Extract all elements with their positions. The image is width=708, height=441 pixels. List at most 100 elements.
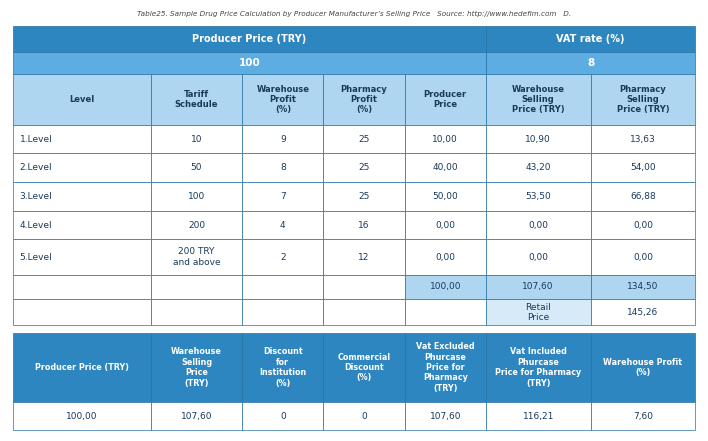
Text: 0,00: 0,00 (435, 220, 455, 230)
Bar (13, 52, 486, 74)
Bar (486, 26, 695, 52)
Bar (486, 153, 590, 182)
Text: 10: 10 (190, 135, 202, 144)
Bar (151, 74, 242, 125)
Bar (13, 211, 151, 239)
Text: 8: 8 (280, 163, 286, 172)
Text: 0,00: 0,00 (435, 253, 455, 262)
Bar (486, 74, 590, 125)
Bar (13, 125, 151, 153)
Text: 0,00: 0,00 (528, 253, 548, 262)
Bar (324, 182, 404, 211)
Text: 1.Level: 1.Level (20, 135, 52, 144)
Bar (404, 299, 486, 325)
Text: 25: 25 (358, 192, 370, 201)
Text: 3.Level: 3.Level (20, 192, 52, 201)
Text: Producer Price (TRY): Producer Price (TRY) (192, 34, 307, 44)
Text: 0: 0 (280, 411, 286, 421)
Text: 12: 12 (358, 253, 370, 262)
Bar (13, 182, 151, 211)
Bar (242, 239, 324, 275)
Text: Retail
Price: Retail Price (525, 303, 551, 322)
Text: 0,00: 0,00 (633, 253, 653, 262)
Text: 2.Level: 2.Level (20, 163, 52, 172)
Text: 10,90: 10,90 (525, 135, 551, 144)
Bar (151, 125, 242, 153)
Text: Commercial
Discount
(%): Commercial Discount (%) (338, 353, 391, 382)
Text: 100,00: 100,00 (66, 411, 98, 421)
Text: VAT rate (%): VAT rate (%) (556, 34, 624, 44)
Bar (590, 333, 695, 402)
Text: 107,60: 107,60 (181, 411, 212, 421)
Text: Tariff
Schedule: Tariff Schedule (175, 90, 218, 109)
Bar (13, 153, 151, 182)
Text: 25: 25 (358, 163, 370, 172)
Text: Vat Excluded
Phurcase
Price for
Pharmacy
(TRY): Vat Excluded Phurcase Price for Pharmacy… (416, 342, 474, 393)
Bar (486, 211, 590, 239)
Bar (324, 239, 404, 275)
Text: 107,60: 107,60 (523, 282, 554, 292)
Bar (590, 125, 695, 153)
Text: 43,20: 43,20 (525, 163, 551, 172)
Bar (242, 74, 324, 125)
Text: 134,50: 134,50 (627, 282, 658, 292)
Bar (404, 125, 486, 153)
Text: Level: Level (69, 95, 94, 104)
Bar (13, 239, 151, 275)
Bar (13, 333, 151, 402)
Bar (486, 333, 590, 402)
Bar (404, 239, 486, 275)
Text: 100,00: 100,00 (430, 282, 461, 292)
Bar (242, 275, 324, 299)
Text: 54,00: 54,00 (630, 163, 656, 172)
Bar (590, 153, 695, 182)
Bar (486, 52, 695, 74)
Bar (590, 74, 695, 125)
Bar (404, 402, 486, 430)
Bar (151, 333, 242, 402)
Bar (324, 402, 404, 430)
Bar (486, 299, 590, 325)
Text: 10,00: 10,00 (433, 135, 458, 144)
Text: Table25. Sample Drug Price Calculation by Producer Manufacturer’s Selling Price : Table25. Sample Drug Price Calculation b… (137, 11, 571, 17)
Text: Vat Included
Phurcase
Price for Pharmacy
(TRY): Vat Included Phurcase Price for Pharmacy… (495, 348, 581, 388)
Bar (486, 125, 590, 153)
Bar (13, 275, 151, 299)
Text: 200: 200 (188, 220, 205, 230)
Text: 9: 9 (280, 135, 286, 144)
Bar (242, 333, 324, 402)
Text: Pharmacy
Selling
Price (TRY): Pharmacy Selling Price (TRY) (617, 85, 669, 114)
Text: 116,21: 116,21 (523, 411, 554, 421)
Text: 8: 8 (587, 58, 594, 68)
Bar (13, 299, 151, 325)
Bar (404, 74, 486, 125)
Text: 200 TRY
and above: 200 TRY and above (173, 247, 220, 267)
Text: 107,60: 107,60 (430, 411, 461, 421)
Bar (151, 402, 242, 430)
Bar (151, 182, 242, 211)
Text: 4.Level: 4.Level (20, 220, 52, 230)
Bar (486, 275, 590, 299)
Bar (242, 402, 324, 430)
Bar (404, 333, 486, 402)
Bar (324, 299, 404, 325)
Bar (324, 153, 404, 182)
Bar (151, 239, 242, 275)
Bar (13, 74, 151, 125)
Text: 5.Level: 5.Level (20, 253, 52, 262)
Text: 66,88: 66,88 (630, 192, 656, 201)
Text: 0: 0 (361, 411, 367, 421)
Bar (242, 153, 324, 182)
Text: Producer
Price: Producer Price (423, 90, 467, 109)
Bar (590, 239, 695, 275)
Bar (13, 402, 151, 430)
Text: 7: 7 (280, 192, 286, 201)
Text: 53,50: 53,50 (525, 192, 551, 201)
Text: Warehouse Profit
(%): Warehouse Profit (%) (603, 358, 683, 377)
Bar (324, 211, 404, 239)
Text: 0,00: 0,00 (528, 220, 548, 230)
Text: Pharmacy
Profit
(%): Pharmacy Profit (%) (341, 85, 387, 114)
Bar (151, 153, 242, 182)
Bar (324, 125, 404, 153)
Text: 100: 100 (188, 192, 205, 201)
